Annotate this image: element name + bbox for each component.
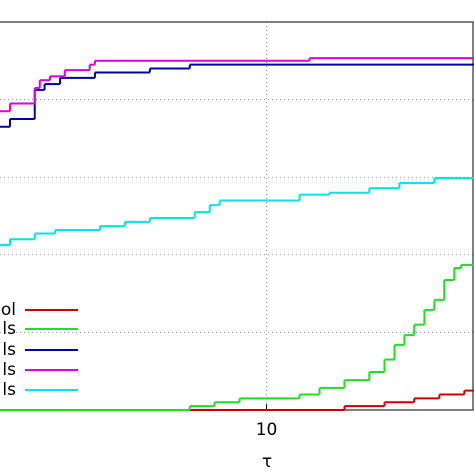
legend-label: ls	[2, 380, 16, 400]
plot-frame	[0, 21, 474, 411]
x-axis-label: τ	[262, 452, 272, 472]
legend-label: ol	[1, 300, 16, 320]
legend-label: ls	[2, 319, 16, 339]
legend-label: ls	[2, 360, 16, 380]
legend-label: ls	[2, 340, 16, 360]
x-tick-label: 10	[256, 420, 278, 440]
